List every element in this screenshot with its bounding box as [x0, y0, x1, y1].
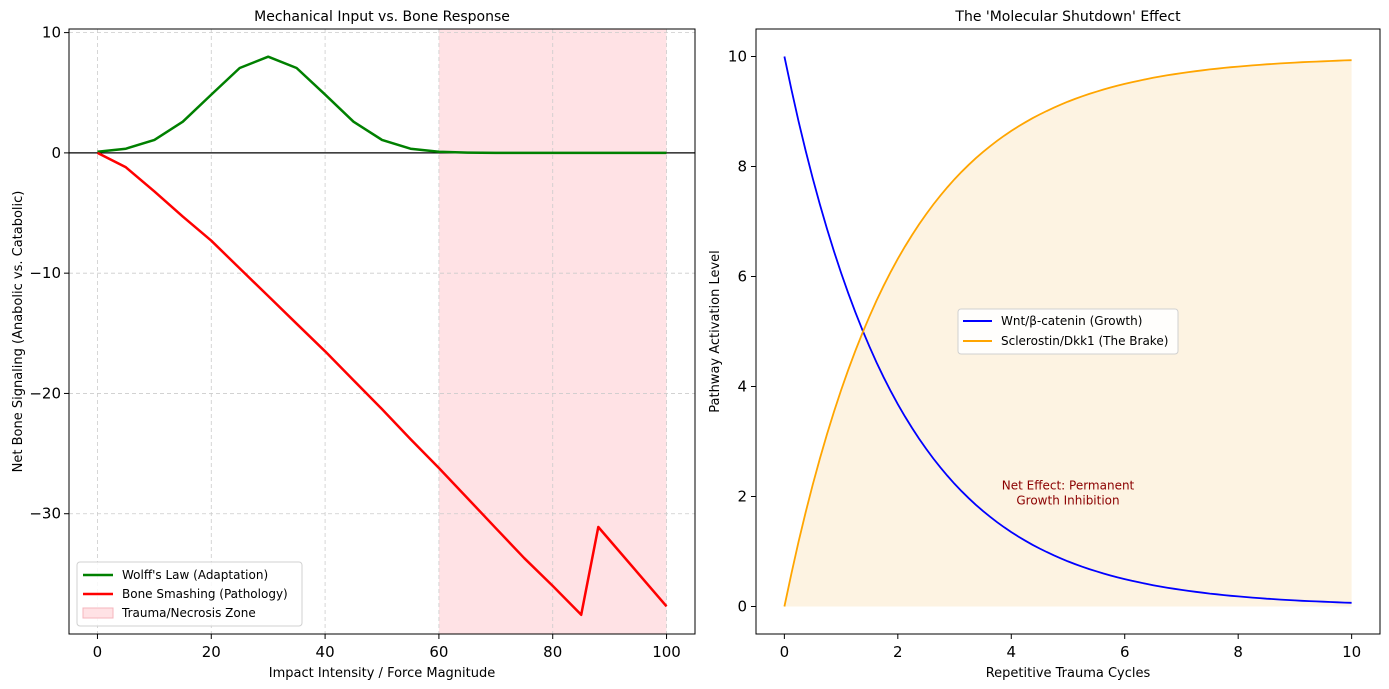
- left-chart-title: Mechanical Input vs. Bone Response: [254, 9, 510, 25]
- left-legend-box: [76, 561, 303, 627]
- right-axes-frame: [755, 28, 1381, 635]
- right-x-ticks: 0 2 4 6 8 10: [780, 634, 1361, 661]
- y-tick-label: 0: [737, 598, 747, 616]
- x-tick-label: 6: [1120, 643, 1130, 661]
- legend-label-wnt: Wnt/β-catenin (Growth): [1001, 314, 1142, 328]
- left-legend: Wolff's Law (Adaptation) Bone Smashing (…: [76, 561, 303, 627]
- right-legend: Wnt/β-catenin (Growth) Sclerostin/Dkk1 (…: [957, 308, 1179, 355]
- x-tick-label: 100: [652, 643, 681, 661]
- x-tick-label: 8: [1233, 643, 1243, 661]
- y-tick-label: 0: [51, 144, 61, 162]
- right-x-axis-label: Repetitive Trauma Cycles: [986, 666, 1151, 681]
- left-chart: 0 20 40 60 80 100 100−10−20−30 Mechanical Inp…: [11, 9, 696, 681]
- left-y-axis-label: Net Bone Signaling (Anabolic vs. Catabol…: [11, 191, 26, 473]
- y-tick-label: 8: [737, 158, 747, 176]
- y-tick-label: 10: [728, 48, 747, 66]
- legend-label-wolffs-law: Wolff's Law (Adaptation): [122, 568, 268, 582]
- x-tick-label: 40: [316, 643, 335, 661]
- y-tick-label: 2: [737, 488, 747, 506]
- x-tick-label: 60: [429, 643, 448, 661]
- x-tick-label: 10: [1342, 643, 1361, 661]
- x-tick-label: 0: [780, 643, 790, 661]
- net-effect-annotation-line1: Net Effect: Permanent: [1002, 479, 1135, 493]
- y-tick-label: 4: [737, 378, 747, 396]
- right-legend-box: [957, 308, 1179, 355]
- y-tick-label: 10: [42, 24, 61, 42]
- left-x-axis-label: Impact Intensity / Force Magnitude: [269, 666, 496, 681]
- x-tick-label: 4: [1006, 643, 1016, 661]
- legend-swatch-trauma-zone: [82, 607, 114, 619]
- x-tick-label: 20: [202, 643, 221, 661]
- legend-label-trauma-zone: Trauma/Necrosis Zone: [121, 606, 256, 620]
- y-tick-label: −30: [29, 505, 61, 523]
- net-effect-annotation-line2: Growth Inhibition: [1016, 494, 1119, 508]
- right-chart: 0 2 4 6 8 10 0 2 4 6 8 10 The 'Molecular Shutdown'…: [708, 9, 1381, 681]
- series-line-bone-smashing-pathology: [96, 151, 668, 617]
- y-tick-label: −20: [29, 384, 61, 402]
- series-line-sclerostin-dkk1-the-brake: [783, 59, 1352, 607]
- x-tick-label: 80: [543, 643, 562, 661]
- legend-label-sclerostin: Sclerostin/Dkk1 (The Brake): [1001, 334, 1168, 348]
- x-tick-label: 0: [93, 643, 103, 661]
- left-series: [96, 55, 668, 617]
- x-tick-label: 2: [893, 643, 903, 661]
- right-series: [783, 56, 1352, 607]
- left-axes-frame: [68, 28, 696, 635]
- y-tick-label: 6: [737, 268, 747, 286]
- right-chart-title: The 'Molecular Shutdown' Effect: [954, 9, 1181, 25]
- left-x-ticks: 0 20 40 60 80 100: [93, 634, 681, 661]
- left-y-ticks: 10 0 −10 −20 −30: [29, 24, 69, 523]
- legend-label-bone-smashing: Bone Smashing (Pathology): [122, 587, 288, 601]
- series-line-wolff-s-law-adaptation: [97, 55, 667, 155]
- series-line-wnt-catenin-growth: [783, 56, 1352, 604]
- y-tick-label: −10: [29, 264, 61, 282]
- right-y-ticks: 0 2 4 6 8 10: [728, 48, 756, 616]
- right-y-axis-label: Pathway Activation Level: [708, 250, 723, 413]
